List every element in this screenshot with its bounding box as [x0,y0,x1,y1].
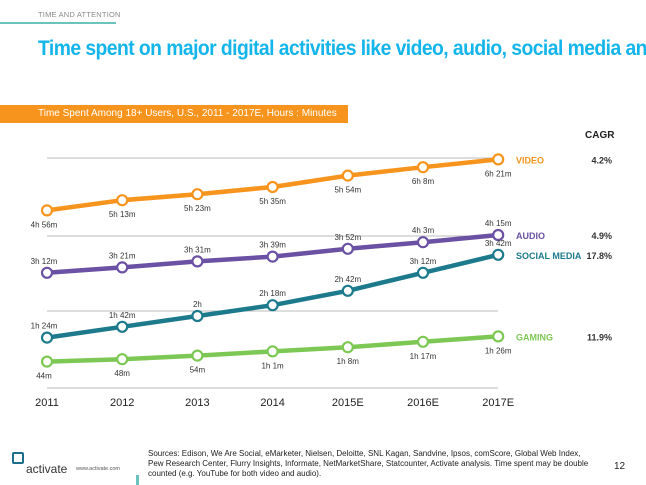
audio-point [266,250,279,263]
video-data-label: 5h 35m [259,197,286,206]
x-tick-label: 2016E [407,397,439,409]
audio-point [341,242,354,255]
audio-data-label: 3h 39m [259,241,286,250]
sources-note: Sources: Edison, We Are Social, eMarkete… [148,449,589,478]
social-media-cagr-value: 17.8% [586,251,612,261]
x-tick-label: 2013 [185,397,209,409]
x-tick-label: 2014 [260,397,284,409]
social-media-data-label: 3h 42m [485,239,512,248]
audio-legend-label: AUDIO [516,231,545,241]
audio-cagr-value: 4.9% [591,231,612,241]
gaming-data-label: 44m [36,372,52,381]
gaming-point [341,341,354,354]
video-data-label: 6h 8m [412,177,435,186]
gaming-point [191,349,204,362]
gaming-legend-label: GAMING [516,332,553,342]
cagr-header: CAGR [585,130,615,141]
gaming-data-label: 1h 17m [410,352,437,361]
social-media-data-label: 2h 18m [259,289,286,298]
audio-point [492,228,505,242]
social-media-data-label: 2h [193,300,202,309]
section-label: TIME AND ATTENTION [38,10,121,19]
audio-data-label: 3h 21m [109,251,136,260]
video-point [341,169,354,182]
gaming-data-label: 1h 26m [485,346,512,355]
gaming-data-label: 1h 1m [261,361,284,370]
gaming-point [40,355,54,368]
social-media-data-label: 2h 42m [334,275,361,284]
x-tick-label: 2011 [35,397,59,409]
social-media-point [492,248,505,261]
divider-bar [136,475,139,485]
video-data-label: 5h 23m [184,204,211,213]
logo-text: activate [26,462,68,476]
social-media-point [40,331,54,344]
social-media-data-label: 1h 42m [109,311,136,320]
video-point [492,153,505,166]
audio-data-label: 4h 15m [485,219,512,228]
audio-point [116,261,129,274]
audio-data-label: 3h 52m [334,233,361,242]
audio-data-label: 4h 3m [412,226,435,235]
gaming-data-label: 48m [114,369,130,378]
social-media-point [341,284,354,297]
website-url: www.activate.com [76,466,121,472]
audio-point [191,255,204,268]
section-underline [0,22,116,24]
x-tick-label: 2015E [332,397,364,409]
social-media-point [416,266,430,279]
activate-logo-icon [12,452,24,464]
chart-title: Time Spent Among 18+ Users, U.S., 2011 -… [38,108,337,119]
social-media-point [191,309,204,323]
audio-data-label: 3h 31m [184,245,211,254]
video-cagr-value: 4.2% [591,155,612,165]
video-point [191,188,204,201]
social-media-legend-label: SOCIAL MEDIA [516,251,582,261]
social-media-data-label: 1h 24m [31,322,58,331]
video-data-label: 4h 56m [31,220,58,229]
subtitle-bar [0,105,348,123]
gaming-data-label: 54m [190,366,206,375]
page-number: 12 [614,461,626,472]
x-tick-label: 2017E [482,397,514,409]
video-data-label: 5h 13m [109,210,136,219]
video-point [116,194,129,207]
video-point [40,204,54,217]
social-media-data-label: 3h 12m [410,257,437,266]
video-data-label: 5h 54m [334,186,361,195]
video-point [416,161,430,174]
gaming-point [416,335,430,348]
gaming-cagr-value: 11.9% [587,332,612,342]
gaming-point [116,353,129,366]
social-media-point [116,320,129,333]
video-point [266,180,279,194]
audio-point [40,266,54,279]
gaming-point [492,330,505,343]
audio-data-label: 3h 12m [31,257,58,266]
video-data-label: 6h 21m [485,169,512,178]
audio-point [416,236,430,249]
slide-title: Time spent on major digital activities l… [38,37,646,60]
video-legend-label: VIDEO [516,155,544,165]
x-tick-label: 2012 [110,397,134,409]
gaming-point [266,345,279,358]
gaming-data-label: 1h 8m [337,357,360,366]
social-media-point [266,299,279,312]
